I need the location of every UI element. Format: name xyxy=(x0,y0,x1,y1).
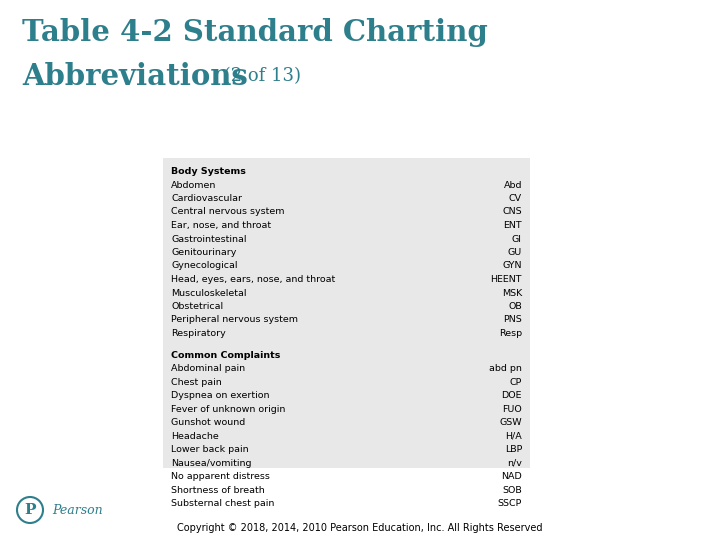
Text: Table 4-2 Standard Charting: Table 4-2 Standard Charting xyxy=(22,18,487,47)
Text: Cardiovascular: Cardiovascular xyxy=(171,194,242,203)
Text: Chest pain: Chest pain xyxy=(171,377,222,387)
Text: HEENT: HEENT xyxy=(490,275,522,284)
Text: CV: CV xyxy=(509,194,522,203)
Text: Lower back pain: Lower back pain xyxy=(171,445,248,454)
Text: Shortness of breath: Shortness of breath xyxy=(171,485,265,495)
Text: PNS: PNS xyxy=(503,315,522,325)
Text: CNS: CNS xyxy=(503,207,522,217)
Text: Respiratory: Respiratory xyxy=(171,329,226,338)
Text: GU: GU xyxy=(508,248,522,257)
Text: ENT: ENT xyxy=(503,221,522,230)
Text: n/v: n/v xyxy=(507,458,522,468)
Text: Headache: Headache xyxy=(171,431,219,441)
Text: GI: GI xyxy=(512,234,522,244)
Text: Abd: Abd xyxy=(503,180,522,190)
Text: Gynecological: Gynecological xyxy=(171,261,238,271)
Text: NAD: NAD xyxy=(501,472,522,481)
Text: Genitourinary: Genitourinary xyxy=(171,248,236,257)
Text: Resp: Resp xyxy=(499,329,522,338)
Text: OB: OB xyxy=(508,302,522,311)
Text: Head, eyes, ears, nose, and throat: Head, eyes, ears, nose, and throat xyxy=(171,275,336,284)
Text: Common Complaints: Common Complaints xyxy=(171,350,280,360)
Text: Substernal chest pain: Substernal chest pain xyxy=(171,499,274,508)
Text: H/A: H/A xyxy=(505,431,522,441)
Text: (2 of 13): (2 of 13) xyxy=(218,67,301,85)
Text: SSCP: SSCP xyxy=(498,499,522,508)
Text: Pearson: Pearson xyxy=(52,503,103,516)
Text: Dyspnea on exertion: Dyspnea on exertion xyxy=(171,391,269,400)
Text: Gunshot wound: Gunshot wound xyxy=(171,418,246,427)
Text: GSW: GSW xyxy=(500,418,522,427)
Text: P: P xyxy=(24,503,36,517)
Text: No apparent distress: No apparent distress xyxy=(171,472,270,481)
Text: LBP: LBP xyxy=(505,445,522,454)
Text: Abbreviations: Abbreviations xyxy=(22,62,248,91)
Text: Fever of unknown origin: Fever of unknown origin xyxy=(171,404,285,414)
Text: Nausea/vomiting: Nausea/vomiting xyxy=(171,458,251,468)
Text: GYN: GYN xyxy=(503,261,522,271)
Text: Ear, nose, and throat: Ear, nose, and throat xyxy=(171,221,271,230)
Text: Abdominal pain: Abdominal pain xyxy=(171,364,245,373)
Text: Peripheral nervous system: Peripheral nervous system xyxy=(171,315,298,325)
Text: Abdomen: Abdomen xyxy=(171,180,217,190)
Text: Obstetrical: Obstetrical xyxy=(171,302,223,311)
Text: abd pn: abd pn xyxy=(489,364,522,373)
Text: Central nervous system: Central nervous system xyxy=(171,207,284,217)
Text: SOB: SOB xyxy=(503,485,522,495)
Text: CP: CP xyxy=(510,377,522,387)
Text: Musculoskeletal: Musculoskeletal xyxy=(171,288,246,298)
Text: Gastrointestinal: Gastrointestinal xyxy=(171,234,246,244)
FancyBboxPatch shape xyxy=(163,158,530,468)
Text: Body Systems: Body Systems xyxy=(171,167,246,176)
Text: DOE: DOE xyxy=(502,391,522,400)
Text: Copyright © 2018, 2014, 2010 Pearson Education, Inc. All Rights Reserved: Copyright © 2018, 2014, 2010 Pearson Edu… xyxy=(177,523,543,533)
Text: MSK: MSK xyxy=(502,288,522,298)
Text: FUO: FUO xyxy=(503,404,522,414)
